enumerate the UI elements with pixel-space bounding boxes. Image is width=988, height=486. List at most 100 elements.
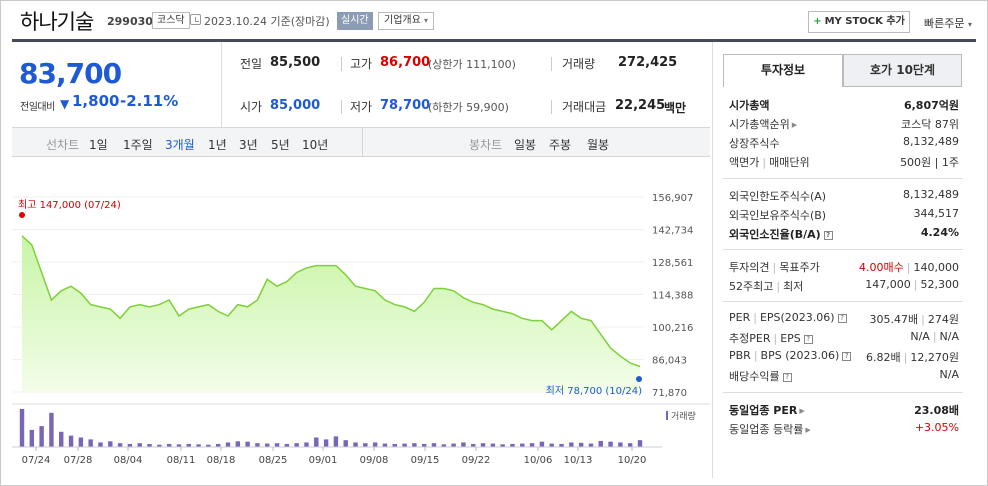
period-1d[interactable]: 1일 [89,138,108,152]
per-value: 305.47배 [869,313,919,326]
est-per-row: 추정PER | EPS? N/A | N/A [729,330,959,345]
volume-bar [510,443,515,447]
par-label: 액면가 [729,156,760,169]
week52-high-label: 52주최고 [729,280,774,293]
chevron-right-icon: ▶ [805,426,811,434]
sector-per-value: 23.08배 [914,404,959,417]
y-tick-label: 114,388 [652,291,693,302]
candle-monthly[interactable]: 월봉 [587,138,610,152]
volume-bar [431,443,437,447]
bps-label: BPS (2023.06) [760,349,840,362]
target-label: 목표주가 [779,261,820,274]
help-icon[interactable]: ? [837,314,847,323]
foreign-ratio-row: 외국인소진율(B/A)? 4.24% [729,226,959,243]
period-10y[interactable]: 10년 [302,138,329,152]
volume-value: 272,425 [618,55,678,70]
foreign-limit-label: 외국인한도주식수(A) [729,190,827,203]
divider [341,100,342,114]
opinion-row: 투자의견 | 목표주가 4.00매수 | 140,000 [729,261,960,274]
sector-change-label[interactable]: 동일업종 등락률 [729,423,804,436]
dividend-value: N/A [939,368,959,381]
market-badge: 코스닥 [152,12,190,29]
market-cap-value: 6,807억원 [903,99,959,112]
help-icon[interactable]: ? [842,352,852,361]
info-panel: 투자정보 호가 10단계 시가총액 6,807억원 시가총액순위 ▶ 코스닥 87… [712,42,976,478]
volume-bar [549,443,554,447]
lower-limit: (하한가 59,900) [428,101,509,114]
volume-legend: 거래량 [671,410,696,422]
chevron-right-icon: ▶ [791,121,798,129]
foreign-hold-value: 344,517 [913,207,960,220]
price-line [21,235,641,368]
tab-invest-info[interactable]: 투자정보 [723,54,843,87]
x-tick-label: 10/20 [618,455,647,466]
volume-bar [225,442,231,447]
volume-bar [157,444,162,447]
week52-high-value: 147,000 [865,278,911,291]
low-marker [636,376,642,382]
volume-bar [265,443,270,447]
low-label: 저가 [350,100,373,114]
par-unit-value: 500원 | 1주 [900,156,959,169]
stock-header: 하나기술 299030 코스닥 2023.10.24 기준(장마감) 실시간 기… [0,0,988,42]
open-value: 85,000 [270,98,321,113]
period-3m[interactable]: 3개월 [165,138,195,152]
candle-weekly[interactable]: 주봉 [549,138,572,152]
tab-ask-10[interactable]: 호가 10단계 [843,54,962,87]
period-1y[interactable]: 1년 [208,138,227,152]
clock-icon [190,14,201,25]
unit-label: 매매단위 [769,156,810,169]
amount-value: 22,245 [615,98,666,113]
prev-close-value: 85,500 [270,55,321,70]
sector-change-value: +3.05% [914,421,959,434]
volume-bar [274,443,280,447]
foreign-ratio-value: 4.24% [920,226,959,239]
period-1w[interactable]: 1주일 [123,138,153,152]
x-tick-label: 09/15 [411,455,440,466]
help-icon[interactable]: ? [803,335,813,344]
volume-bar [441,444,447,447]
x-tick-label: 09/01 [309,455,338,466]
price-change: 1,800 [72,92,120,110]
y-tick-label: 86,043 [652,356,687,367]
candle-daily[interactable]: 일봉 [514,138,537,152]
eps-value: 274원 [927,313,959,326]
x-axis-ticks: 07/24 07/28 08/04 08/11 08/18 08/25 09/01 09/08… [22,447,647,466]
help-icon[interactable]: ? [823,231,833,240]
quick-order-dropdown[interactable]: 빠른주문 ▾ [924,15,972,31]
period-3y[interactable]: 3년 [239,138,258,152]
divider [723,249,963,250]
chevron-right-icon: ▶ [799,407,805,415]
divider [723,301,963,302]
cap-rank-label[interactable]: 시가총액순위 [729,118,790,131]
realtime-button[interactable]: 실시간 [337,12,373,30]
x-tick-label: 10/06 [524,455,553,466]
company-overview-dropdown[interactable]: 기업개요 ▾ [378,12,435,30]
target-value: 140,000 [913,261,960,274]
volume-bar [608,441,613,447]
volume-bar [392,443,397,447]
est-eps-value: N/A [939,330,959,343]
x-tick-label: 09/22 [462,455,491,466]
as-of-time: 2023.10.24 기준(장마감) [204,15,330,28]
market-cap-label: 시가총액 [729,99,770,112]
week52-low-label: 최저 [783,280,804,293]
sector-per-label[interactable]: 동일업종 PER [729,404,798,417]
help-icon[interactable]: ? [782,373,792,382]
pbr-value: 6.82배 [866,351,901,364]
est-per-value: N/A [910,330,930,343]
chart-period-bar: 선차트 1일 1주일 3개월 1년 3년 5년 10년 봉차트 일봉 주봉 월봉 [12,127,710,157]
volume-bar [215,443,221,447]
my-stock-add-button[interactable]: + MY STOCK 추가 [808,11,910,33]
volume-bar [176,444,182,447]
period-5y[interactable]: 5년 [271,138,290,152]
per-eps-row: PER | EPS(2023.06)? 305.47배 | 274원 [729,311,959,326]
amount-unit: 백만 [664,101,687,115]
x-tick-label: 07/28 [64,455,93,466]
price-chart[interactable]: 156,907 142,734 128,561 114,388 100,216 86,04… [12,157,710,482]
open-label: 시가 [240,100,263,114]
stock-name[interactable]: 하나기술 [20,10,94,34]
volume-bar [294,443,299,447]
volume-bar [284,443,290,447]
x-tick-label: 07/24 [22,455,51,466]
